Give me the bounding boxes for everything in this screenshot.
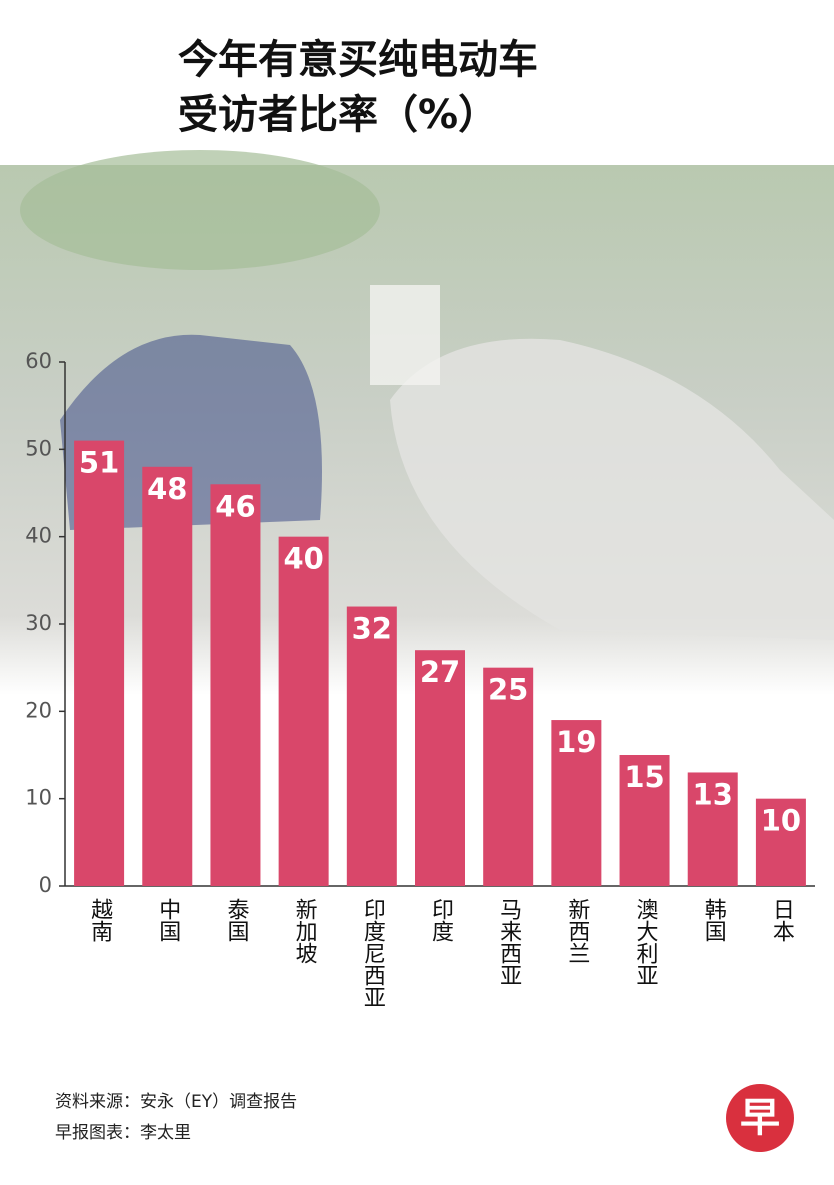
value-label: 32 xyxy=(352,612,392,646)
bar xyxy=(415,650,465,886)
y-tick-label: 60 xyxy=(25,349,52,373)
photo-charger xyxy=(370,285,440,385)
y-tick-label: 40 xyxy=(25,524,52,548)
value-label: 46 xyxy=(215,489,255,523)
y-tick-label: 10 xyxy=(25,786,52,810)
value-label: 48 xyxy=(147,472,187,506)
logo-badge xyxy=(726,1084,794,1152)
y-tick-label: 50 xyxy=(25,436,52,460)
value-label: 51 xyxy=(79,446,119,480)
logo: 早 xyxy=(740,1095,780,1141)
photo-car xyxy=(60,334,322,530)
bar xyxy=(142,466,193,886)
value-label: 10 xyxy=(761,804,801,838)
x-tick-label: 澳大利亚 xyxy=(633,898,659,986)
bar xyxy=(755,798,806,886)
bar xyxy=(74,440,125,886)
x-tick-label: 韩国 xyxy=(701,898,727,942)
value-label: 27 xyxy=(420,655,460,689)
chart-title: 受访者比率（%） xyxy=(178,92,498,138)
y-tick-label: 30 xyxy=(25,611,52,635)
y-tick-label: 20 xyxy=(25,698,52,722)
credit-note: 早报图表：李太里 xyxy=(55,1123,191,1143)
photo-trees xyxy=(20,150,380,270)
x-tick-label: 日本 xyxy=(769,898,795,942)
value-label: 15 xyxy=(624,760,664,794)
x-tick-label: 印度 xyxy=(428,898,454,942)
y-tick-label: 0 xyxy=(39,873,52,897)
value-label: 25 xyxy=(488,673,528,707)
photo-car xyxy=(390,338,834,640)
value-label: 19 xyxy=(556,725,596,759)
chart-title: 今年有意买纯电动车 xyxy=(178,37,538,83)
bar xyxy=(210,484,261,886)
x-tick-label: 越南 xyxy=(87,898,113,942)
bar xyxy=(619,755,670,886)
x-tick-label: 马来西亚 xyxy=(496,898,522,986)
x-tick-label: 新加坡 xyxy=(292,898,318,964)
x-tick-label: 泰国 xyxy=(223,898,249,942)
value-label: 13 xyxy=(693,777,733,811)
bar xyxy=(346,606,397,886)
x-tick-label: 印度尼西亚 xyxy=(360,898,386,1008)
x-tick-label: 中国 xyxy=(155,898,180,942)
x-tick-label: 新西兰 xyxy=(564,898,590,964)
value-label: 40 xyxy=(283,542,323,576)
bar xyxy=(687,772,738,886)
source-note: 资料来源：安永（EY）调查报告 xyxy=(55,1092,297,1112)
bar xyxy=(483,667,534,886)
bar xyxy=(551,720,602,886)
bar xyxy=(278,536,329,886)
